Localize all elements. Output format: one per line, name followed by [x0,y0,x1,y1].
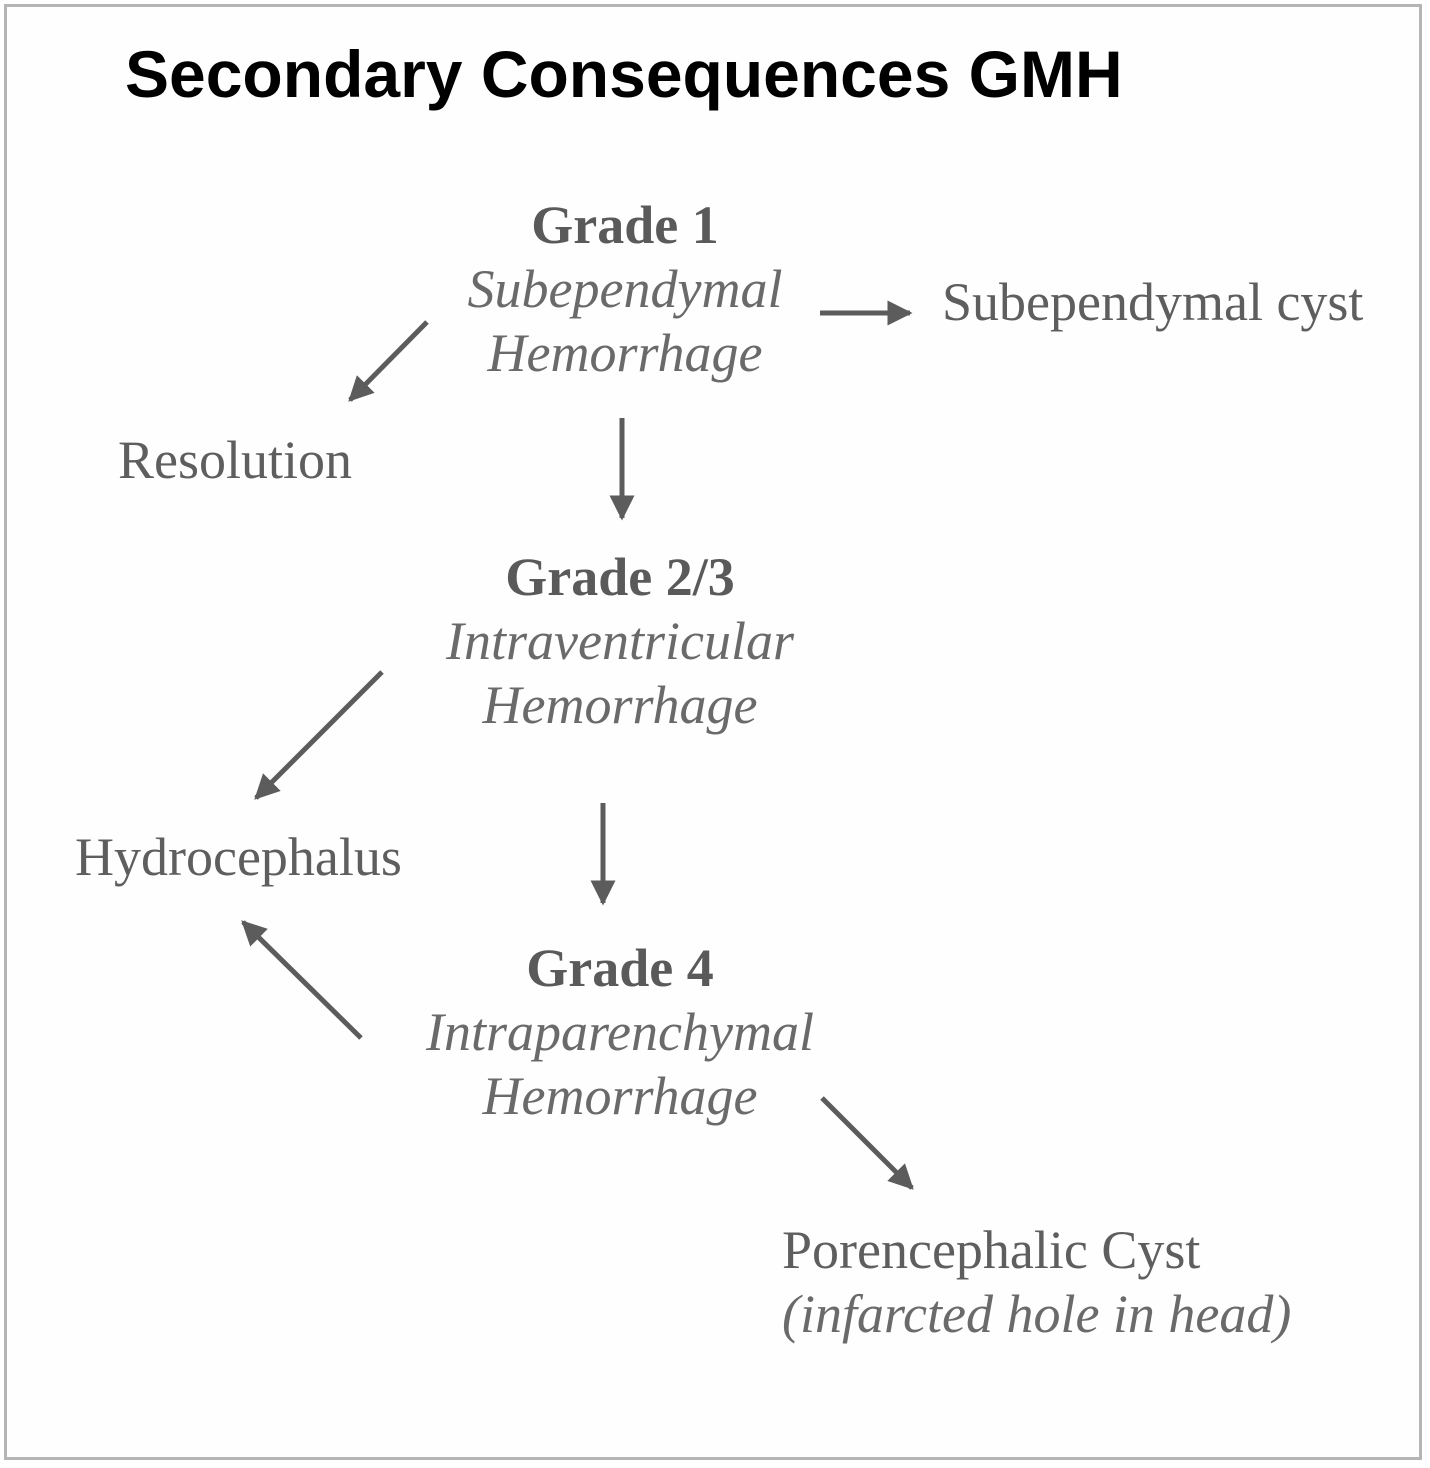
grade-1-label: Grade 1 [531,195,719,255]
node-subependymal-cyst: Subependymal cyst [942,270,1363,334]
grade-2-3-label: Grade 2/3 [505,547,735,607]
grade-4-label: Grade 4 [526,938,714,998]
node-grade-1: Grade 1 Subependymal Hemorrhage [425,193,825,385]
grade-4-line2: Hemorrhage [482,1066,758,1126]
arrow-grade4-to-porencephalic-cyst [820,1096,914,1190]
arrow-grade4-to-hydrocephalus [241,920,363,1040]
node-grade-4: Grade 4 Intraparenchymal Hemorrhage [380,936,860,1128]
subependymal-cyst-label: Subependymal cyst [942,272,1364,332]
hydrocephalus-label: Hydrocephalus [75,827,402,887]
grade-1-line2: Hemorrhage [487,323,763,383]
node-grade-2-3: Grade 2/3 Intraventricular Hemorrhage [400,545,840,737]
arrow-grade23-to-hydrocephalus [254,670,384,800]
node-resolution: Resolution [118,428,352,492]
node-hydrocephalus: Hydrocephalus [75,825,402,889]
arrow-grade1-to-resolution [348,320,429,402]
diagram-frame [4,4,1422,1460]
resolution-label: Resolution [118,430,353,490]
grade-4-line1: Intraparenchymal [426,1002,814,1062]
porencephalic-cyst-note: (infarcted hole in head) [782,1284,1292,1344]
grade-1-line1: Subependymal [467,259,783,319]
grade-2-3-line2: Hemorrhage [482,675,758,735]
grade-2-3-line1: Intraventricular [446,611,794,671]
node-porencephalic-cyst: Porencephalic Cyst (infarcted hole in he… [782,1218,1291,1346]
porencephalic-cyst-label: Porencephalic Cyst [782,1220,1201,1280]
diagram-title: Secondary Consequences GMH [125,37,1123,111]
